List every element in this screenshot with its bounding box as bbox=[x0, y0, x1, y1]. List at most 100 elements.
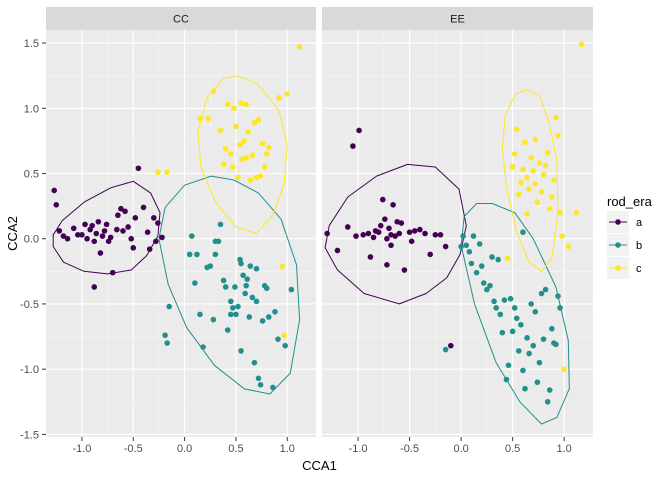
facet-strip-cc bbox=[46, 7, 316, 30]
point-b bbox=[238, 260, 244, 267]
ellipse-c bbox=[197, 75, 288, 234]
point-b bbox=[458, 243, 464, 250]
point-c bbox=[210, 88, 217, 95]
legend-title: rod_era bbox=[607, 194, 653, 209]
point-c bbox=[237, 141, 243, 148]
point-b bbox=[251, 359, 258, 366]
point-c bbox=[296, 44, 303, 50]
point-b bbox=[466, 248, 473, 255]
point-b bbox=[493, 305, 499, 311]
point-b bbox=[497, 311, 504, 318]
point-a bbox=[390, 202, 396, 208]
point-c bbox=[222, 145, 229, 152]
point-a bbox=[370, 234, 377, 241]
point-a bbox=[417, 226, 423, 233]
point-b bbox=[460, 233, 466, 239]
point-b bbox=[546, 387, 553, 393]
point-a bbox=[367, 254, 374, 260]
point-a bbox=[122, 208, 128, 215]
point-c bbox=[238, 100, 244, 106]
point-b bbox=[192, 280, 198, 286]
ellipse-b bbox=[158, 175, 301, 395]
ellipse-a bbox=[324, 163, 467, 305]
point-b bbox=[476, 241, 483, 247]
point-a bbox=[392, 233, 398, 239]
point-b bbox=[212, 238, 219, 245]
point-c bbox=[540, 171, 547, 178]
panel-background-cc bbox=[46, 30, 316, 437]
point-b bbox=[516, 348, 522, 354]
point-b bbox=[518, 322, 524, 328]
point-c bbox=[524, 211, 530, 217]
point-a bbox=[91, 238, 98, 245]
point-a bbox=[75, 232, 81, 238]
point-b bbox=[220, 277, 227, 284]
point-a bbox=[379, 196, 386, 203]
point-b bbox=[522, 385, 528, 392]
point-a bbox=[442, 243, 449, 250]
point-a bbox=[411, 228, 418, 234]
point-c bbox=[281, 332, 287, 339]
point-b bbox=[166, 303, 172, 310]
point-b bbox=[526, 350, 532, 357]
point-c bbox=[224, 101, 231, 108]
point-c bbox=[155, 169, 161, 175]
point-a bbox=[82, 221, 88, 228]
point-a bbox=[153, 238, 159, 245]
y-tick-label: 0.0 bbox=[24, 234, 39, 246]
point-a bbox=[384, 235, 390, 242]
point-b bbox=[235, 303, 241, 310]
legend-label-c: c bbox=[636, 263, 642, 275]
point-b bbox=[495, 256, 502, 263]
point-a bbox=[159, 234, 165, 241]
point-a bbox=[386, 225, 392, 232]
point-b bbox=[186, 251, 193, 258]
x-tick-label: 0.5 bbox=[505, 443, 520, 455]
point-b bbox=[224, 327, 231, 333]
panel-cc: CC bbox=[46, 7, 316, 437]
x-tick-label: -1.0 bbox=[72, 443, 91, 455]
point-c bbox=[542, 162, 549, 169]
point-a bbox=[56, 228, 63, 234]
point-a bbox=[97, 250, 104, 256]
point-b bbox=[217, 221, 224, 228]
y-axis: -1.5 -1.0 -0.5 0.0 0.5 1.0 1.5 bbox=[20, 38, 46, 441]
x-tick-label: 1.0 bbox=[280, 443, 295, 455]
point-c bbox=[520, 166, 526, 173]
point-c bbox=[546, 205, 553, 212]
point-b bbox=[246, 314, 253, 320]
point-c bbox=[263, 151, 270, 157]
point-b bbox=[491, 298, 497, 305]
point-a bbox=[427, 251, 433, 258]
point-b bbox=[275, 336, 281, 342]
point-b bbox=[463, 242, 470, 249]
point-b bbox=[263, 285, 270, 292]
x-tick-label: 1.0 bbox=[556, 443, 571, 455]
point-b bbox=[259, 318, 266, 324]
point-a bbox=[334, 247, 341, 254]
point-a bbox=[437, 232, 444, 238]
point-a bbox=[150, 215, 157, 221]
point-b bbox=[210, 316, 217, 323]
point-a bbox=[384, 262, 390, 268]
point-c bbox=[509, 164, 516, 170]
x-tick-label: 0.0 bbox=[453, 443, 468, 455]
point-a bbox=[365, 230, 372, 237]
point-a bbox=[53, 202, 60, 208]
point-c bbox=[276, 95, 282, 101]
point-b bbox=[207, 263, 214, 269]
point-c bbox=[544, 149, 551, 156]
point-b bbox=[487, 282, 493, 289]
point-b bbox=[470, 233, 477, 239]
point-b bbox=[505, 362, 512, 369]
ellipses-ee bbox=[324, 89, 570, 425]
point-a bbox=[51, 187, 58, 194]
point-c bbox=[532, 181, 539, 187]
point-c bbox=[265, 144, 272, 151]
point-c bbox=[235, 174, 241, 181]
point-c bbox=[257, 173, 264, 179]
point-c bbox=[227, 151, 234, 157]
point-b bbox=[194, 251, 200, 258]
points-ee bbox=[324, 41, 585, 405]
x-axis: -1.0 -0.5 0.0 0.5 1.0 -1.0 -0.5 0.0 0.5 1.0 bbox=[72, 437, 572, 455]
